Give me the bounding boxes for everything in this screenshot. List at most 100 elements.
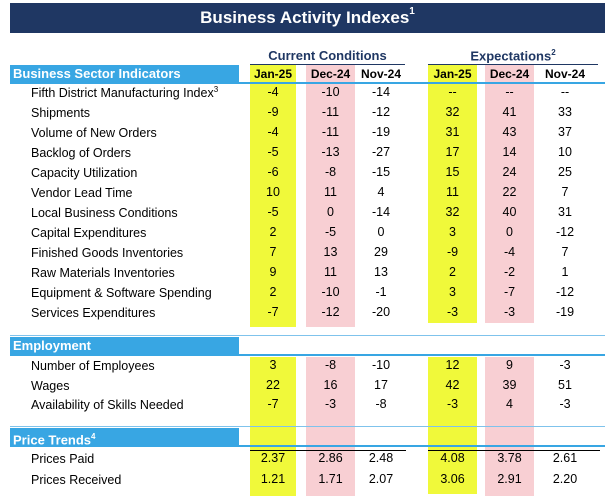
group-expectations: Expectations2: [428, 48, 598, 63]
section-top-rule-employment: [10, 335, 605, 336]
highlight-expect-jan25: [428, 65, 477, 323]
table-cell: 39: [502, 377, 517, 392]
table-cell: -14: [371, 85, 391, 99]
table-cell: 2: [269, 285, 277, 299]
price-divider-right: [428, 450, 600, 451]
table-cell: 13: [374, 265, 388, 279]
table-cell: -3: [324, 397, 337, 411]
table-cell: 32: [445, 205, 460, 219]
table-cell: -20: [371, 305, 391, 319]
table-cell: 2.61: [552, 451, 578, 465]
col-header-current-nov24: Nov-24: [360, 67, 401, 81]
table-cell: 17: [445, 145, 460, 159]
table-cell: 11: [324, 265, 337, 279]
highlight-current-dec24: [306, 65, 355, 327]
table-cell: -6: [267, 165, 279, 179]
table-cell: -10: [321, 85, 340, 99]
table-cell: 9: [506, 358, 513, 372]
section-rule-price: [10, 445, 605, 447]
section-header-business: Business Sector Indicators: [10, 65, 239, 83]
row-label-text: Capital Expenditures: [31, 226, 147, 241]
row-label: Capital Expenditures: [31, 225, 146, 240]
table-cell: 0: [327, 205, 334, 219]
table-cell: 22: [502, 185, 517, 199]
highlight-current-jan25: [250, 65, 296, 327]
table-cell: 7: [269, 245, 277, 259]
row-label: Raw Materials Inventories: [31, 265, 175, 280]
col-header-current-dec24: Dec-24: [310, 67, 351, 81]
table-cell: 0: [377, 225, 385, 239]
table-cell: -5: [267, 205, 279, 219]
table-cell: -9: [267, 105, 279, 119]
table-cell: -7: [503, 285, 516, 299]
row-label-text: Equipment & Software Spending: [31, 286, 212, 301]
table-cell: 2.37: [260, 451, 286, 465]
table-cell: -4: [503, 245, 516, 259]
group-current-underline: [250, 64, 405, 65]
table-cell: 4: [506, 397, 513, 411]
table-cell: 4: [377, 185, 385, 199]
table-cell: -1: [375, 285, 387, 299]
table-cell: 2.91: [497, 471, 522, 486]
table-cell: -8: [375, 397, 387, 411]
row-label-text: Prices Paid: [31, 452, 95, 467]
page-title: Business Activity Indexes1: [10, 3, 605, 33]
table-cell: 1: [561, 265, 569, 279]
table-cell: -3: [503, 305, 516, 319]
price-trends-footnote-mark: 4: [91, 432, 96, 441]
row-label: Number of Employees: [31, 358, 155, 373]
row-label-text: Number of Employees: [31, 359, 155, 374]
table-cell: -3: [559, 358, 571, 372]
table-cell: -4: [267, 125, 279, 139]
row-label-text: Raw Materials Inventories: [31, 266, 175, 281]
row-label: Services Expenditures: [31, 305, 155, 320]
row-label: Finished Goods Inventories: [31, 245, 183, 260]
row-label: Equipment & Software Spending: [31, 285, 212, 300]
table-cell: -5: [324, 225, 337, 239]
table-cell: -3: [446, 305, 459, 319]
table-cell: 29: [374, 245, 388, 259]
row-label-text: Capacity Utilization: [31, 166, 138, 181]
table-cell: 7: [561, 245, 569, 259]
section-top-rule-price: [10, 426, 605, 427]
table-cell: 24: [502, 165, 517, 179]
table-cell: --: [560, 85, 570, 99]
row-footnote-mark: 3: [213, 85, 219, 94]
section-rule-business: [10, 82, 605, 84]
table-cell: -5: [267, 145, 279, 159]
table-cell: 41: [502, 105, 517, 119]
table-cell: 3.06: [440, 471, 465, 486]
table-cell: -4: [267, 85, 279, 99]
table-cell: 12: [445, 358, 460, 372]
row-label: Wages: [31, 378, 69, 393]
row-label-text: Volume of New Orders: [31, 126, 157, 141]
row-label: Local Business Conditions: [31, 205, 178, 220]
table-cell: -12: [371, 105, 391, 119]
table-cell: -15: [371, 165, 391, 179]
table-cell: -12: [321, 305, 340, 319]
table-cell: 31: [558, 205, 572, 219]
table-cell: 2.20: [552, 471, 578, 486]
row-label: Capacity Utilization: [31, 165, 137, 180]
col-header-expect-dec24: Dec-24: [489, 67, 530, 81]
row-label-text: Prices Received: [31, 472, 122, 487]
table-cell: -12: [555, 225, 575, 239]
row-label: Shipments: [31, 105, 90, 120]
table-cell: 2: [269, 225, 277, 239]
table-cell: 0: [506, 225, 513, 239]
row-label-text: Backlog of Orders: [31, 146, 132, 161]
table-cell: 3: [449, 285, 456, 299]
table-cell: -8: [324, 358, 337, 372]
section-title: Employment: [13, 338, 92, 353]
table-cell: 9: [269, 265, 277, 279]
col-header-expect-nov24: Nov-24: [544, 67, 585, 81]
table-cell: -11: [321, 125, 340, 139]
table-cell: -13: [321, 145, 340, 159]
table-cell: 1.71: [318, 471, 343, 486]
table-cell: --: [505, 85, 514, 99]
row-label-text: Shipments: [31, 106, 91, 121]
group-expectations-label: Expectations: [470, 48, 552, 64]
table-cell: -7: [267, 397, 279, 411]
table-cell: 7: [561, 185, 569, 199]
table-cell: 13: [323, 245, 338, 259]
